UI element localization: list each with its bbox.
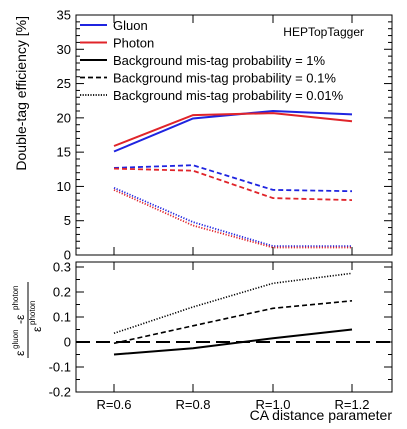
- series-line-gluon-dotted: [113, 186, 352, 248]
- top-y-tick-label-3: 15: [57, 145, 71, 160]
- legend-label-2: Background mis-tag probability = 1%: [113, 53, 326, 68]
- top-y-tick-label-0: 0: [64, 248, 71, 263]
- ratio-denominator: ε: [30, 326, 44, 332]
- bottom-y-tick-label-4: 0.2: [53, 285, 71, 300]
- bottom-y-tick-label-5: 0.3: [53, 260, 71, 275]
- bottom-y-axis-label: ε gluon -ε photon ε photon: [11, 282, 44, 358]
- top-y-axis-label: Double-tag efficiency [%]: [13, 16, 29, 171]
- series-line-photon-dotted: [113, 189, 352, 249]
- top-y-tick-label-7: 35: [57, 8, 71, 23]
- legend-label-0: Gluon: [113, 18, 148, 33]
- top-series-group: [113, 109, 353, 249]
- series-line-photon-solid: [113, 112, 353, 147]
- x-axis-label: CA distance parameter: [250, 407, 393, 423]
- x-tick-label-3: R=1.2: [334, 397, 369, 412]
- top-y-tick-label-1: 5: [64, 213, 71, 228]
- bottom-plot-frame: [75, 261, 393, 393]
- top-y-tick-label-2: 10: [57, 179, 71, 194]
- x-tick-label-1: R=0.8: [175, 397, 210, 412]
- bottom-y-tick-label-2: 0: [64, 335, 71, 350]
- bottom-y-ticks: -0.2 -0.1 0 0.1 0.2 0.3: [49, 260, 392, 400]
- legend: Gluon Photon Background mis-tag probabilit…: [80, 18, 344, 103]
- ratio-numerator-gluon-sup: gluon: [11, 329, 20, 349]
- top-y-tick-label-6: 30: [57, 42, 71, 57]
- x-tick-label-2: R=1.0: [255, 397, 290, 412]
- ratio-numerator-minus: -ε: [13, 314, 27, 324]
- x-tick-label-0: R=0.6: [96, 397, 131, 412]
- top-plot-frame: [75, 14, 393, 256]
- top-y-ticks: 0 5 10 15 20 25 30 35: [57, 8, 392, 263]
- ratio-line-dashed: [113, 300, 353, 345]
- bottom-y-tick-label-1: -0.1: [49, 360, 71, 375]
- ratio-line-solid: [113, 328, 353, 356]
- x-ticks: R=0.6 R=0.8 R=1.0 R=1.2: [96, 15, 370, 412]
- series-line-gluon-dashed: [113, 164, 353, 193]
- top-y-tick-label-4: 20: [57, 110, 71, 125]
- series-line-photon-dashed: [113, 167, 353, 201]
- annotation-heptoptagger: HEPTopTagger: [283, 25, 364, 39]
- legend-label-3: Background mis-tag probability = 0.1%: [113, 71, 336, 86]
- ratio-denominator-photon-sup: photon: [28, 301, 37, 325]
- ratio-numerator-photon-sup: photon: [11, 286, 20, 310]
- bottom-y-tick-label-0: -0.2: [49, 385, 71, 400]
- legend-label-1: Photon: [113, 36, 154, 51]
- bottom-y-tick-label-3: 0.1: [53, 310, 71, 325]
- ratio-line-dotted: [113, 272, 353, 335]
- legend-label-4: Background mis-tag probability = 0.01%: [113, 88, 344, 103]
- bottom-series-group: [76, 272, 392, 356]
- top-y-tick-label-5: 25: [57, 76, 71, 91]
- ratio-numerator-gluon: ε: [13, 350, 27, 356]
